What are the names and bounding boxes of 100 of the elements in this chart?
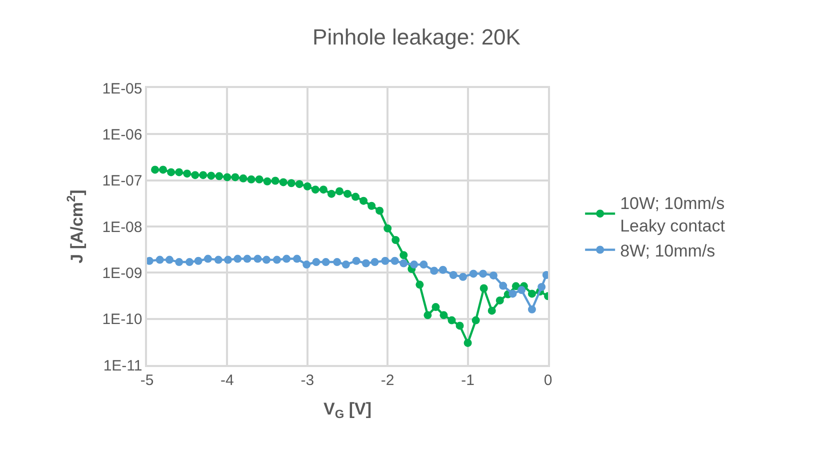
point <box>342 260 350 269</box>
point <box>243 254 252 263</box>
point <box>295 180 304 188</box>
point <box>165 256 174 264</box>
point <box>327 190 336 198</box>
y-tick-label: 1E-09 <box>102 264 142 282</box>
point <box>416 280 424 289</box>
point <box>303 182 312 190</box>
point <box>360 196 368 205</box>
point <box>271 176 280 185</box>
point <box>151 166 160 174</box>
point <box>272 256 281 264</box>
point <box>376 206 384 215</box>
point <box>432 303 440 312</box>
point <box>312 258 320 266</box>
point <box>430 266 438 275</box>
point <box>508 290 517 298</box>
point <box>512 282 520 290</box>
point <box>456 322 464 330</box>
point <box>239 174 248 182</box>
y-tick-label: 1E-08 <box>102 218 142 236</box>
legend-label: 8W; 10mm/s <box>620 241 716 260</box>
point <box>368 202 376 210</box>
point <box>400 259 408 268</box>
point <box>538 282 546 291</box>
point <box>344 190 352 198</box>
y-tick-label: 1E-07 <box>102 172 142 190</box>
point <box>262 256 270 264</box>
point <box>384 224 392 232</box>
point <box>352 256 360 265</box>
point <box>390 256 399 265</box>
y-tick-label: 1E-06 <box>102 126 142 144</box>
x-tick-label: -4 <box>220 372 234 389</box>
point <box>175 258 184 266</box>
point <box>292 254 301 263</box>
legend-label: 10W; 10mm/s Leaky contact <box>620 194 726 236</box>
point <box>204 254 212 263</box>
point <box>499 282 508 290</box>
point <box>255 175 264 184</box>
point <box>254 254 262 263</box>
point <box>231 173 240 182</box>
point <box>528 290 536 298</box>
point <box>449 271 458 279</box>
point <box>215 172 224 180</box>
point <box>156 256 164 264</box>
chart-title: Pinhole leakage: 20K <box>312 24 521 50</box>
point <box>448 316 456 324</box>
point <box>302 260 311 269</box>
point <box>352 192 360 201</box>
point <box>263 177 272 186</box>
point <box>472 316 480 324</box>
point <box>311 186 320 194</box>
point <box>167 168 176 176</box>
x-tick-label: -2 <box>380 372 394 389</box>
point <box>496 296 504 304</box>
point <box>234 254 242 263</box>
point <box>191 171 200 180</box>
point <box>420 260 428 269</box>
x-tick-label: 0 <box>544 372 552 389</box>
point <box>458 272 467 281</box>
point <box>392 236 400 244</box>
y-tick-label: 1E-11 <box>103 357 142 374</box>
point <box>322 258 330 266</box>
x-tick-label: -5 <box>140 372 154 389</box>
x-tick-label: -3 <box>300 372 314 389</box>
point <box>469 270 478 278</box>
point <box>489 271 498 280</box>
point <box>175 168 184 176</box>
x-axis-title: V$_{G}$ [V] <box>324 400 372 422</box>
point <box>440 311 448 320</box>
y-tick-label: 1E-05 <box>102 80 142 98</box>
point <box>424 311 432 320</box>
point <box>438 266 447 274</box>
x-tick-label: -1 <box>461 372 474 389</box>
point <box>194 256 202 265</box>
point <box>381 256 390 265</box>
point <box>528 305 536 314</box>
point <box>480 284 488 292</box>
y-tick-label: 1E-10 <box>102 311 142 328</box>
point <box>247 175 256 184</box>
point <box>186 258 194 266</box>
point <box>214 256 222 264</box>
point <box>279 178 288 186</box>
point <box>223 173 232 182</box>
point <box>207 172 216 180</box>
point <box>370 258 379 266</box>
point <box>183 170 192 178</box>
point <box>335 187 344 196</box>
point <box>488 306 496 315</box>
point <box>199 171 208 180</box>
point <box>224 256 232 264</box>
point <box>410 260 418 269</box>
point <box>287 179 296 188</box>
point <box>518 286 526 294</box>
point <box>282 254 291 263</box>
point <box>464 338 472 347</box>
point <box>159 166 168 174</box>
point <box>479 270 488 278</box>
point <box>362 259 370 268</box>
point <box>333 258 342 266</box>
